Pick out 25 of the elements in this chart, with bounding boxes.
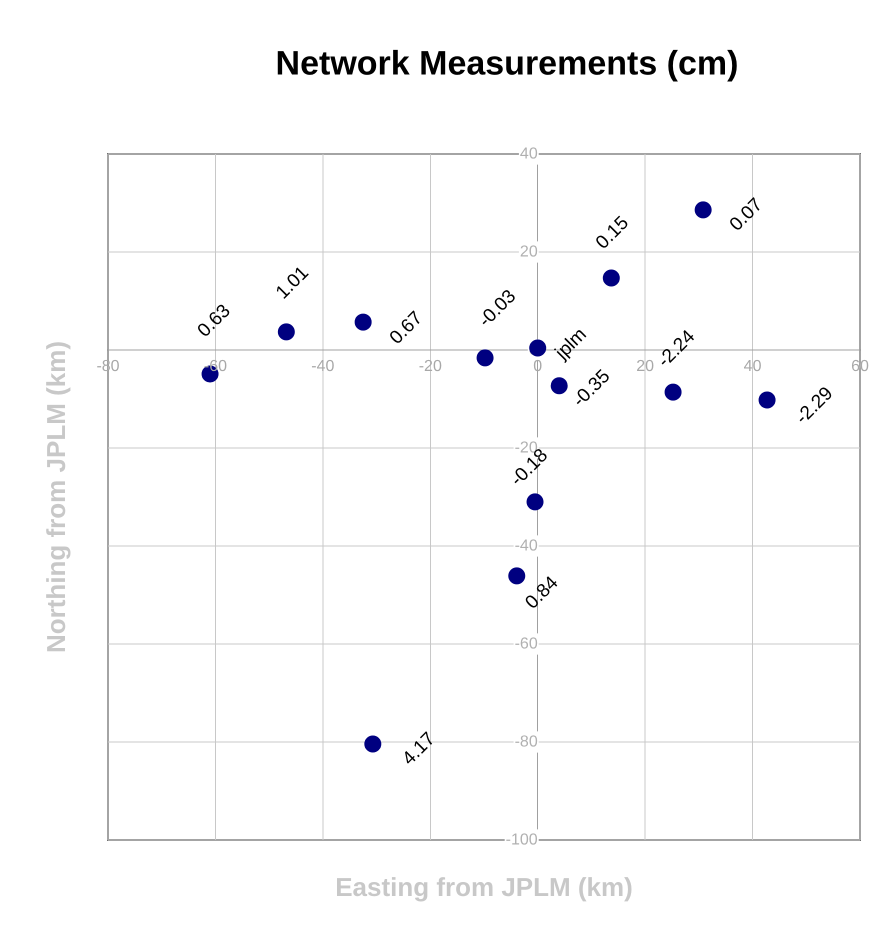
x-tick-label: 20 [636,358,654,376]
point [758,391,776,408]
point [694,201,712,218]
x-tick-label: -40 [311,358,335,376]
y-tick-label: -100 [506,831,538,848]
point [508,567,526,584]
point [602,269,620,286]
y-tick-label: -80 [514,733,538,750]
y-tick-label: -60 [514,635,538,652]
point [550,377,568,394]
point [364,735,382,752]
annotation: 0.63 [194,300,235,342]
chart-title: Network Measurements (cm) [276,44,738,82]
y-tick-label: 20 [520,243,538,260]
point [526,493,544,510]
x-tick-label: 40 [744,358,762,376]
annotation: 1.01 [272,262,314,304]
point [664,384,682,401]
point [476,349,494,366]
point [354,314,372,331]
y-tick-label: 40 [520,145,538,162]
annotation: 0.84 [521,572,563,614]
x-tick-label: -20 [418,358,442,376]
y-tick-label: -40 [514,537,538,554]
point [278,323,295,340]
